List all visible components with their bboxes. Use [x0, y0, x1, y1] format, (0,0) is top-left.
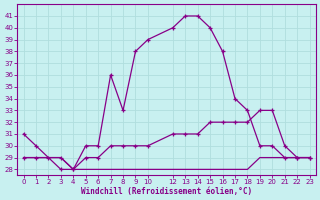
X-axis label: Windchill (Refroidissement éolien,°C): Windchill (Refroidissement éolien,°C) [81, 187, 252, 196]
